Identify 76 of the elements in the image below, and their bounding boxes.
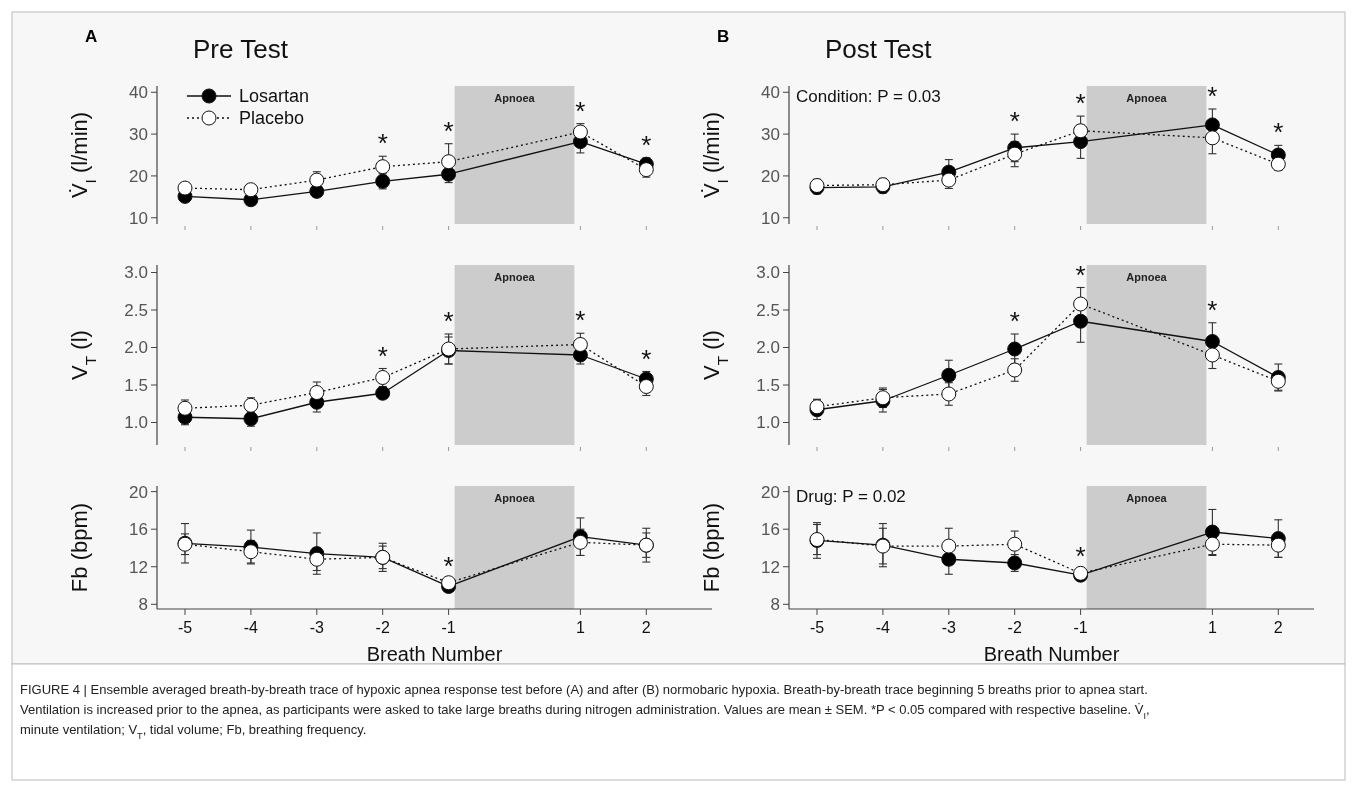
data-label: * bbox=[1075, 88, 1086, 119]
y-tick-label: 1.0 bbox=[124, 413, 148, 433]
y-axis-title: Fb (bpm) bbox=[699, 502, 724, 593]
x-tick-label: -5 bbox=[809, 619, 825, 636]
x-tick-label: -1 bbox=[1073, 619, 1088, 636]
x-tick-label: 2 bbox=[641, 619, 651, 636]
x-tick-label: 1 bbox=[575, 619, 585, 636]
text: A bbox=[85, 27, 98, 46]
annotation: Drug: P = 0.02 bbox=[796, 487, 906, 506]
x-tick-label: -4 bbox=[875, 619, 891, 636]
y-tick-label: 20 bbox=[129, 482, 148, 502]
y-tick-label: 12 bbox=[129, 557, 148, 577]
text: FIGURE 4 | Ensemble averaged breath-by-breath trace of hypoxic apnea response test before (A) and after (B) normobaric hypoxia. Breath-by-breath trace beginning 5 breaths prior to apnea start. Ventilation is increased prior to the apnea, as participants were asked to take large breaths during nitrogen administration. Values are mean ± SEM. *P < 0.05 compared with respective baseline. V̇$_{I}$, minute ventilation; V$_{T}$, tidal volume; Fb, breathing frequency. bbox=[20, 682, 1150, 741]
data-label: * bbox=[377, 128, 388, 159]
y-tick-label: 40 bbox=[129, 83, 148, 103]
x-tick-label: -1 bbox=[441, 619, 456, 636]
x-tick-label: -3 bbox=[309, 619, 325, 636]
y-tick-label: 2.5 bbox=[756, 300, 780, 320]
legend-label: Placebo bbox=[239, 108, 305, 129]
x-tick-label: -3 bbox=[941, 619, 957, 636]
x-tick-label: 1 bbox=[1207, 619, 1217, 636]
y-tick-label: 12 bbox=[761, 557, 780, 577]
band-label: Apnoea bbox=[494, 92, 536, 104]
y-tick-label: 1.5 bbox=[124, 375, 148, 395]
data-label: * bbox=[1009, 306, 1020, 336]
y-axis-title: Fb (bpm) bbox=[67, 502, 92, 593]
y-tick-label: 8 bbox=[770, 595, 780, 615]
data-label: * bbox=[575, 95, 586, 126]
data-label: * bbox=[443, 115, 454, 146]
data-label: * bbox=[641, 129, 652, 160]
y-tick-label: 10 bbox=[129, 208, 148, 228]
y-tick-label: 3.0 bbox=[124, 263, 148, 283]
y-tick-label: 30 bbox=[129, 125, 148, 145]
y-tick-label: 10 bbox=[761, 208, 780, 228]
text: B bbox=[717, 27, 730, 46]
y-tick-label: 16 bbox=[129, 520, 148, 540]
data-label: * bbox=[1207, 81, 1218, 111]
y-tick-label: 16 bbox=[761, 520, 780, 540]
chart-title: Post Test bbox=[825, 34, 933, 64]
data-label: * bbox=[1075, 259, 1086, 290]
chart-title: Pre Test bbox=[193, 34, 289, 64]
data-label: * bbox=[1207, 294, 1218, 325]
y-tick-label: 20 bbox=[761, 166, 780, 186]
data-label: * bbox=[1273, 117, 1284, 148]
x-tick-label: -2 bbox=[375, 619, 390, 636]
x-tick-label: 2 bbox=[1273, 619, 1283, 636]
band-label: Apnoea bbox=[494, 271, 536, 283]
y-tick-label: 3.0 bbox=[756, 263, 780, 283]
y-tick-label: 40 bbox=[761, 83, 780, 103]
y-tick-label: 20 bbox=[129, 166, 148, 186]
data-label: * bbox=[377, 340, 388, 371]
band-label: Apnoea bbox=[1126, 492, 1168, 504]
x-axis-title: Breath Number bbox=[983, 643, 1120, 665]
data-label: * bbox=[1075, 540, 1086, 571]
y-tick-label: 8 bbox=[138, 595, 148, 615]
band-label: Apnoea bbox=[1126, 92, 1168, 104]
band-label: Apnoea bbox=[1126, 271, 1168, 283]
data-label: * bbox=[443, 550, 454, 581]
x-tick-label: -5 bbox=[177, 619, 193, 636]
data-label: * bbox=[641, 343, 652, 374]
y-tick-label: 2.0 bbox=[756, 338, 780, 358]
data-label: * bbox=[575, 305, 586, 336]
x-tick-label: -4 bbox=[243, 619, 259, 636]
legend-label: Losartan bbox=[239, 86, 310, 107]
y-tick-label: 2.0 bbox=[124, 338, 148, 358]
data-label: * bbox=[443, 306, 454, 336]
x-axis-title: Breath Number bbox=[366, 643, 503, 665]
y-tick-label: 1.0 bbox=[756, 413, 780, 433]
band-label: Apnoea bbox=[494, 492, 536, 504]
y-tick-label: 20 bbox=[761, 482, 780, 502]
y-tick-label: 1.5 bbox=[756, 375, 780, 395]
x-tick-label: -2 bbox=[1007, 619, 1022, 636]
annotation: Condition: P = 0.03 bbox=[796, 87, 941, 106]
data-label: * bbox=[1009, 106, 1020, 137]
y-tick-label: 2.5 bbox=[124, 300, 148, 320]
y-tick-label: 30 bbox=[761, 125, 780, 145]
